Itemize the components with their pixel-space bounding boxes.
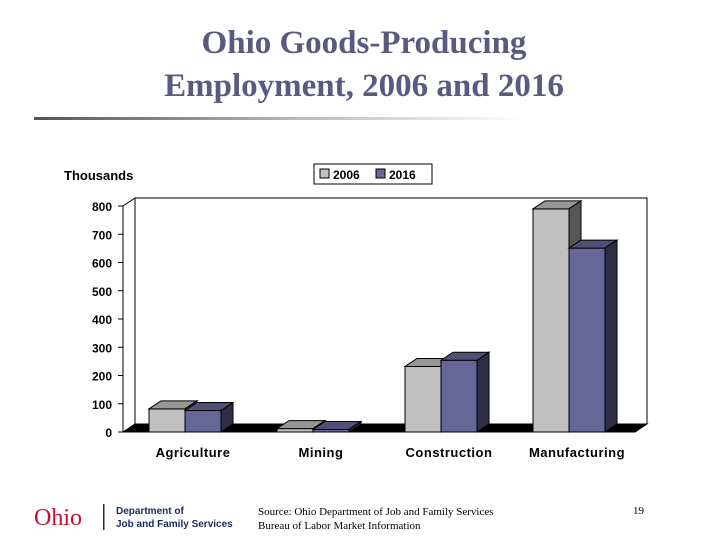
y-tick-label: 400 (92, 313, 112, 327)
x-tick-label: Mining (299, 445, 344, 460)
logo-ohio-word: Ohio (34, 505, 82, 531)
x-tick-label: Agriculture (156, 445, 231, 460)
title-underline-decoration (34, 117, 524, 120)
y-axis-label: Thousands (64, 168, 133, 183)
legend-box (313, 163, 433, 185)
legend-label-2006: 2006 (333, 168, 360, 182)
y-tick-label: 600 (92, 257, 112, 271)
bar-front-face (148, 408, 186, 433)
slide-title-line2: Employment, 2006 and 2016 (164, 68, 564, 104)
bar-front-face (568, 247, 606, 433)
logo-dept-line2: Job and Family Services (116, 519, 233, 530)
source-line2: Bureau of Labor Market Information (258, 520, 421, 532)
y-tick-label: 300 (92, 341, 112, 355)
bar-side-face (348, 420, 362, 433)
slide-title: Ohio Goods-Producing Employment, 2006 an… (0, 22, 728, 108)
legend-swatch-2006 (319, 168, 330, 179)
plot-top-edge (122, 197, 136, 207)
bar-2016-manufacturing (567, 239, 619, 433)
source-line1: Source: Ohio Department of Job and Famil… (258, 506, 494, 518)
legend-swatch-2016 (375, 168, 386, 179)
bar-series (147, 199, 619, 433)
y-tick-label: 200 (92, 370, 112, 384)
legend-label-2016: 2016 (389, 168, 416, 182)
bar-side-face (604, 239, 618, 433)
slide-title-line1: Ohio Goods-Producing (201, 25, 527, 61)
bar-2016-construction (439, 351, 491, 433)
x-tick-label: Manufacturing (529, 445, 625, 460)
y-tick-label: 0 (105, 426, 112, 440)
source-note: Source: Ohio Department of Job and Famil… (258, 505, 494, 533)
page-number: 19 (633, 505, 644, 517)
logo-divider (103, 504, 105, 530)
bar-side-face (220, 401, 234, 433)
bar-front-face (440, 359, 478, 433)
bar-front-face (404, 365, 442, 433)
y-tick-label: 800 (92, 200, 112, 214)
x-tick-label: Construction (406, 445, 493, 460)
bar-front-face (276, 428, 314, 433)
bar-2016-mining (311, 420, 363, 433)
ohio-jfs-logo: Ohio Department of Job and Family Servic… (34, 504, 233, 531)
bar-2016-agriculture (183, 401, 235, 433)
y-tick-label: 100 (92, 398, 112, 412)
y-tick-label: 700 (92, 228, 112, 242)
y-tick-label: 500 (92, 285, 112, 299)
y-axis-ticks: 0 100 200 300 400 500 600 700 800 (92, 200, 123, 440)
bar-side-face (476, 351, 490, 433)
bar-front-face (532, 208, 570, 433)
x-axis-labels: Agriculture Mining Construction Manufacturi… (156, 445, 625, 460)
bar-front-face (184, 410, 222, 433)
logo-dept-line1: Department of (116, 506, 184, 517)
chart-legend: 2006 2016 (313, 163, 433, 185)
